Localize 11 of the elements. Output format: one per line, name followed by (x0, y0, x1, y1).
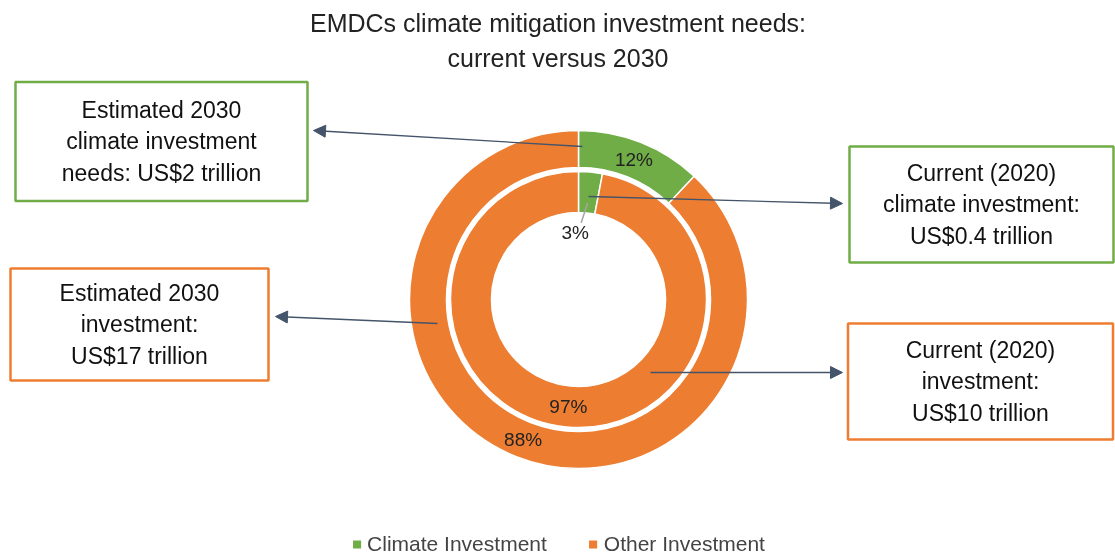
text: Estimated 2030 climate investment needs: US$2 trillion (61, 97, 262, 186)
chart-title: EMDCs climate mitigation investment needs: current versus 2030 (309, 8, 807, 72)
text: Current (2020) investment: US$10 trillion (905, 337, 1056, 426)
data-label: 97% (549, 396, 588, 418)
legend-label: Climate Investment (367, 532, 547, 556)
data-label: 88% (504, 428, 543, 450)
data-label: 12% (614, 149, 654, 171)
data-label: 3% (561, 222, 590, 244)
text: Estimated 2030 investment: US$17 trillion (59, 280, 220, 369)
legend-label: Other Investment (603, 532, 765, 556)
text: Current (2020) climate investment: US$0.4 trillion (883, 160, 1080, 249)
